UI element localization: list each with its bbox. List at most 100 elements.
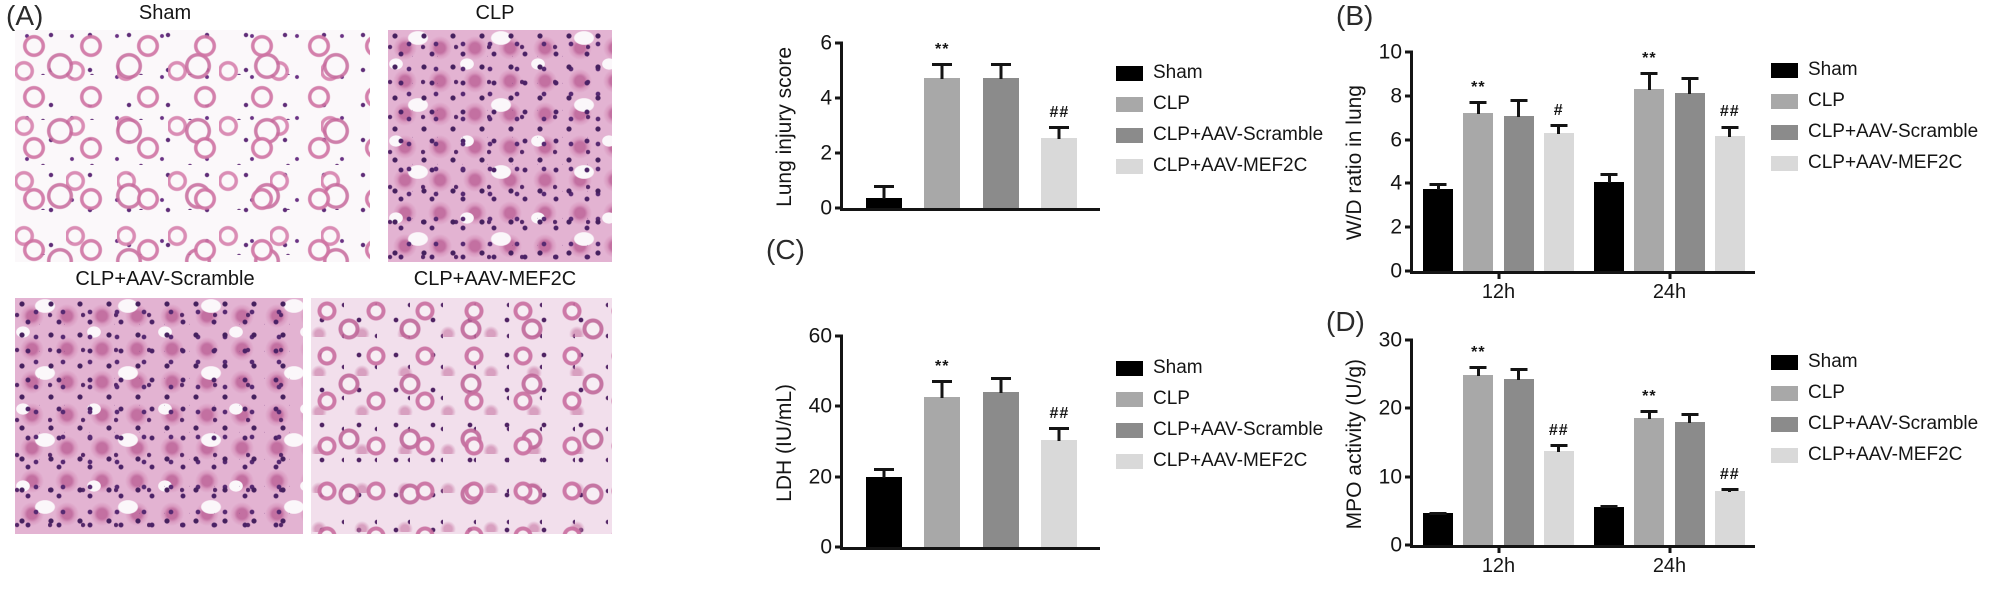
error-bar-stem <box>1476 366 1480 377</box>
y-tick-label: 6 <box>820 31 832 55</box>
error-bar <box>990 63 1011 79</box>
bar-sham <box>1423 513 1454 545</box>
error-bar-stem <box>1436 183 1440 190</box>
y-tick-label: 4 <box>1390 171 1402 195</box>
error-bar-cap <box>1721 487 1739 491</box>
bar-clp-aav-scramble <box>1503 115 1534 271</box>
legend-swatch-clp <box>1116 391 1143 407</box>
legend-swatch-clp <box>1771 93 1798 109</box>
bar-clp-aav-mef2c <box>1543 451 1574 545</box>
y-tick-label: 0 <box>1390 533 1402 557</box>
y-axis-label-text: Lung injury score <box>773 47 796 207</box>
panel-c-label: (C) <box>766 234 805 265</box>
plot-wrapper: 0 10 20 30 ** ## 12h ** ## 24h <box>1379 330 1755 577</box>
error-bar <box>932 63 953 79</box>
y-axis-label: MPO activity (U/g) <box>1342 340 1368 548</box>
error-bar-stem <box>1557 124 1561 135</box>
y-tick: 60 <box>804 326 843 347</box>
legend: Sham CLP CLP+AAV-Scramble CLP+AAV-MEF2C <box>1771 351 1978 466</box>
bar-slot <box>982 43 1019 208</box>
bar-slot <box>1674 52 1705 271</box>
bar-group: ** ## <box>843 336 1100 547</box>
bar-slot: ## <box>1714 340 1745 545</box>
y-tick-mark <box>1405 138 1413 142</box>
legend-item: Sham <box>1771 59 1978 81</box>
bar-group: ** ## 24h <box>1584 340 1755 577</box>
bar-clp <box>924 397 961 547</box>
y-tick: 10 <box>1374 466 1413 487</box>
legend-item: CLP+AAV-Scramble <box>1771 121 1978 143</box>
legend-item: CLP <box>1116 388 1323 410</box>
plot-area: 0 2 4 6 8 10 ** #12h ** ## 24h <box>1379 42 1755 303</box>
histology-label-mef2c: CLP+AAV-MEF2C <box>413 268 577 290</box>
bar-slot <box>1423 340 1454 545</box>
legend-label: Sham <box>1808 59 1858 80</box>
bar-slot: ## <box>1714 52 1745 271</box>
error-bar-cap <box>873 185 894 189</box>
error-bar <box>1469 101 1487 115</box>
y-tick: 0 <box>1374 261 1413 282</box>
error-bar-cap <box>1550 124 1568 128</box>
y-tick-mark <box>1405 475 1413 479</box>
bar-clp-aav-scramble <box>1674 421 1705 545</box>
y-tick-mark <box>1405 406 1413 410</box>
legend-label: CLP <box>1808 381 1845 403</box>
error-bar <box>1429 512 1447 516</box>
histology-label-scramble: CLP+AAV-Scramble <box>75 268 255 290</box>
error-bar-cap <box>1510 98 1528 102</box>
legend-item: CLP+AAV-MEF2C <box>1116 450 1323 472</box>
y-tick-mark <box>835 151 843 155</box>
y-tick-label: 60 <box>808 324 832 348</box>
error-bar-cap <box>1429 183 1447 187</box>
bar-slot: ** <box>1463 340 1494 545</box>
legend-label: Sham <box>1153 357 1203 378</box>
y-tick: 20 <box>804 466 843 487</box>
y-tick: 2 <box>804 143 843 164</box>
y-tick-label: 0 <box>1390 259 1402 283</box>
panel-b-label: (B) <box>1336 0 1374 31</box>
histology-label-clp: CLP <box>475 2 515 24</box>
significance-marker: ** <box>934 358 950 376</box>
bar-clp-aav-mef2c <box>1041 440 1078 547</box>
y-tick: 0 <box>804 537 843 558</box>
y-tick-mark <box>835 206 843 210</box>
bar-clp <box>1463 113 1494 271</box>
error-bar-cap <box>1600 173 1618 177</box>
error-bar-cap <box>1640 410 1658 414</box>
legend-item: CLP+AAV-Scramble <box>1116 419 1323 441</box>
y-tick-mark <box>1405 94 1413 98</box>
error-bar <box>1049 426 1070 441</box>
legend-item: CLP <box>1771 381 1978 404</box>
bar-group: ** ## <box>843 42 1100 208</box>
error-bar <box>1600 505 1618 509</box>
error-bar-cap <box>990 63 1011 67</box>
legend-label: Sham <box>1153 62 1203 83</box>
y-tick-label: 4 <box>820 86 832 110</box>
plot-wrapper: 0 2 4 6 8 10 ** #12h ** ## 24h <box>1379 42 1755 303</box>
error-bar <box>1469 366 1487 377</box>
error-bar <box>1640 410 1658 420</box>
error-bar <box>932 380 953 399</box>
legend-item: Sham <box>1116 62 1323 84</box>
error-bar-cap <box>932 380 953 384</box>
error-bar-stem <box>1517 367 1521 380</box>
error-bar-cap <box>1681 76 1699 80</box>
bar-sham <box>865 198 902 208</box>
bar-slot: ** <box>1634 340 1665 545</box>
error-bar-stem <box>999 376 1003 393</box>
bar-sham <box>1594 182 1625 271</box>
error-bar <box>1600 173 1618 184</box>
bar-slot <box>1594 340 1625 545</box>
error-bar-cap <box>990 376 1011 380</box>
bar-clp-aav-scramble <box>982 391 1019 547</box>
bar-slot <box>1503 340 1534 545</box>
legend-label: CLP <box>1153 92 1190 114</box>
legend-label: CLP+AAV-MEF2C <box>1808 151 1963 173</box>
error-bar <box>1721 125 1739 137</box>
error-bar-cap <box>1681 412 1699 416</box>
error-bar-stem <box>1476 101 1480 115</box>
panel-a-label: (A) <box>6 0 44 31</box>
bar-sham <box>865 477 902 547</box>
legend: Sham CLP CLP+AAV-Scramble CLP+AAV-MEF2C <box>1116 357 1323 472</box>
bar-clp <box>1634 418 1665 545</box>
